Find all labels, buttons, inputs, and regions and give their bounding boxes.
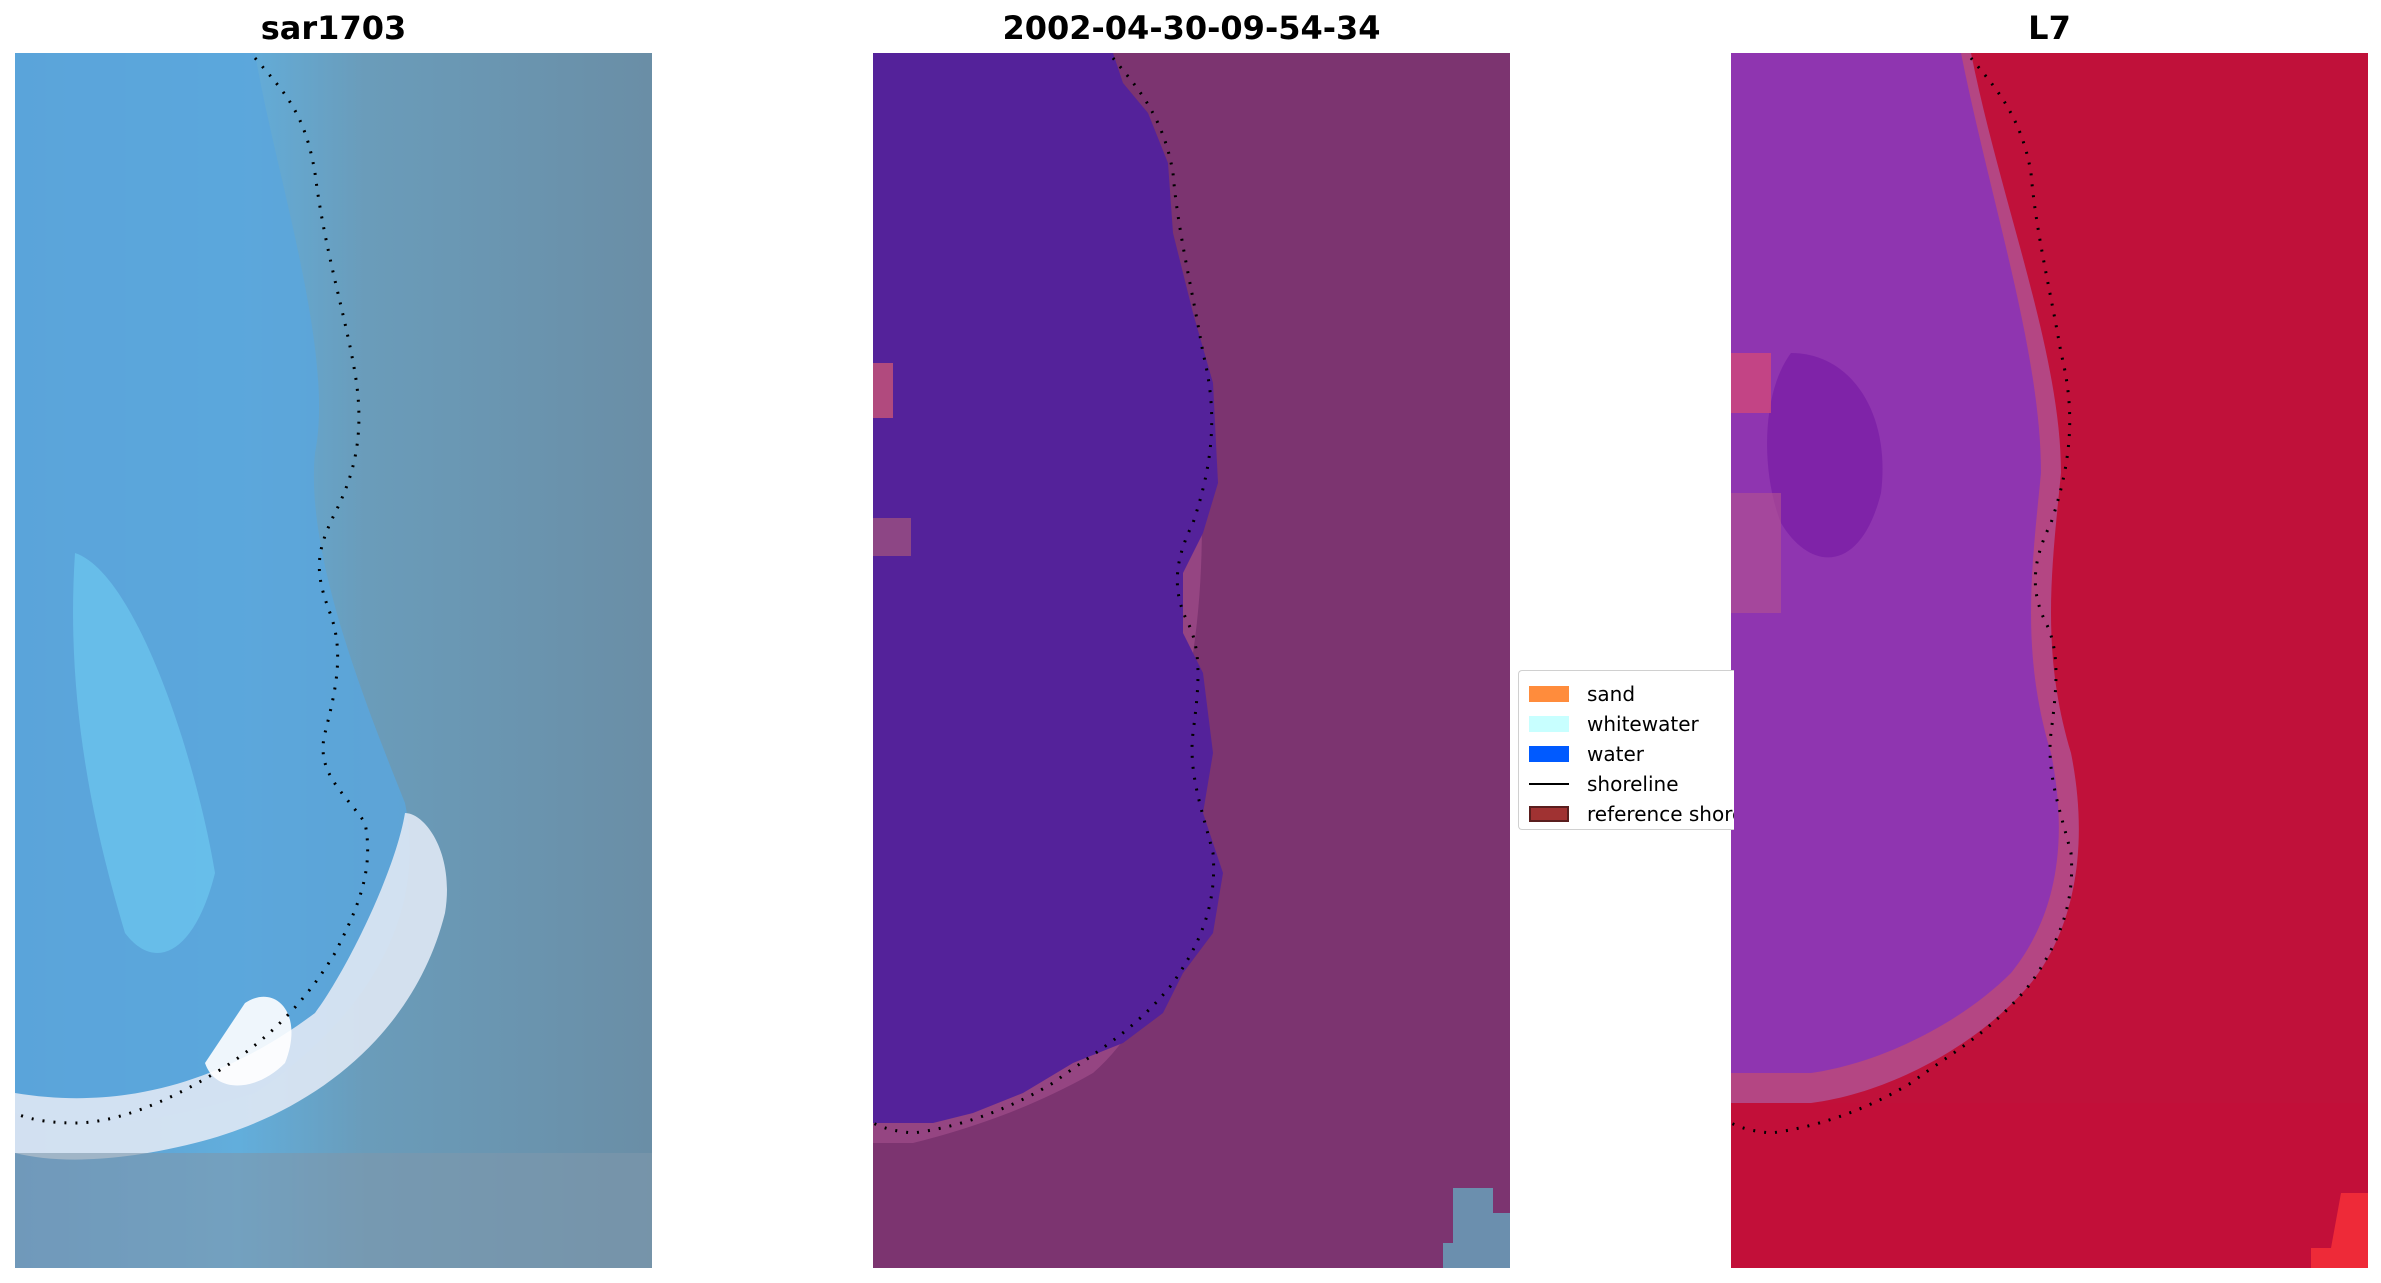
legend-label: sand: [1587, 682, 1636, 706]
shoreline-trace: [15, 57, 370, 1125]
legend-item-whitewater: whitewater: [1529, 711, 1699, 737]
legend-label: shoreline: [1587, 772, 1679, 796]
legend-swatch: [1529, 686, 1569, 702]
rgb-image-panel: [15, 53, 652, 1268]
legend-item-sand: sand: [1529, 681, 1635, 707]
legend: sand whitewater water shoreline referenc…: [1518, 670, 1734, 830]
legend-label: water: [1587, 742, 1644, 766]
legend-item-reference-shoreline: reference shoreline buffer: [1529, 801, 1734, 827]
legend-line: [1529, 783, 1569, 785]
legend-label: reference shoreline buffer: [1587, 802, 1734, 826]
legend-item-shoreline: shoreline: [1529, 771, 1679, 797]
panel-title-rgb: sar1703: [260, 9, 407, 47]
classified-image-panel: [873, 53, 1510, 1268]
legend-swatch: [1529, 746, 1569, 762]
index-image-panel: [1731, 53, 2368, 1268]
panel-title-classified: 2002-04-30-09-54-34: [1002, 9, 1381, 47]
legend-swatch: [1529, 716, 1569, 732]
legend-swatch: [1529, 806, 1569, 822]
legend-label: whitewater: [1587, 712, 1699, 736]
legend-item-water: water: [1529, 741, 1644, 767]
panel-title-index: L7: [2028, 9, 2071, 47]
